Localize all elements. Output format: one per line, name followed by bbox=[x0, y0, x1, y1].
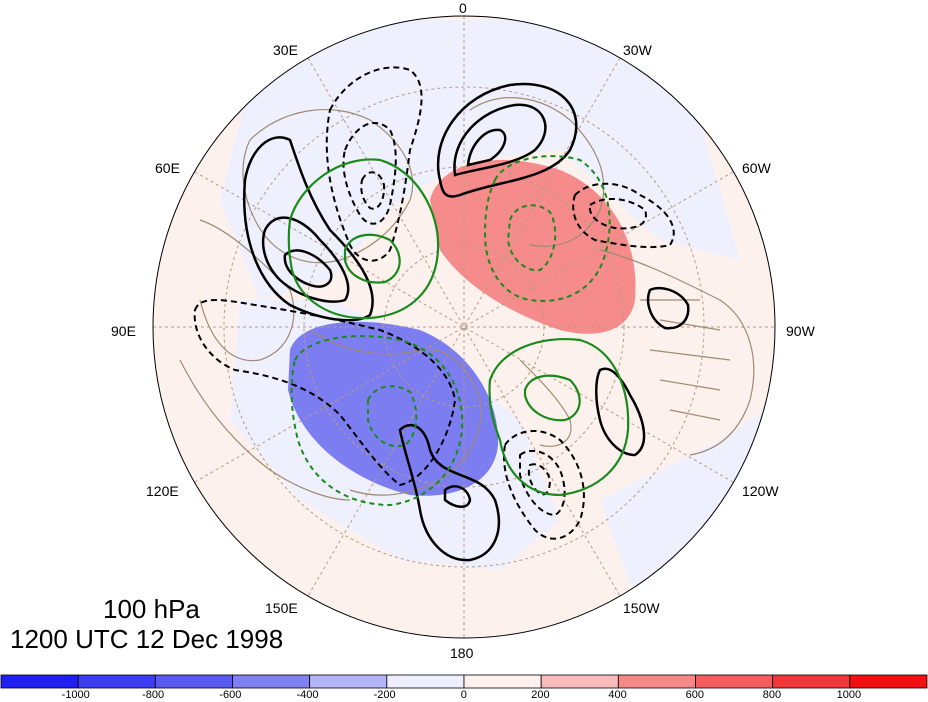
colorbar-tick-label: -1000 bbox=[61, 689, 90, 701]
pressure-level-label: 100 hPa bbox=[103, 594, 200, 624]
contours-negative-green bbox=[290, 155, 611, 507]
longitude-label-30e: 30E bbox=[273, 42, 298, 58]
longitude-label-150w: 150W bbox=[623, 600, 660, 616]
map-boundary bbox=[152, 15, 776, 639]
colorbar-segment bbox=[540, 674, 619, 689]
colorbar-tick-label: 800 bbox=[762, 689, 782, 701]
contours-negative-black bbox=[193, 66, 675, 540]
colorbar-segment bbox=[695, 674, 774, 689]
colorbar bbox=[0, 674, 928, 689]
positive-anomaly-region bbox=[430, 160, 636, 334]
contours-positive-green bbox=[287, 158, 630, 497]
colorbar-tick-label: 200 bbox=[531, 689, 550, 701]
colorbar-segment bbox=[0, 674, 79, 689]
colorbar-segment bbox=[232, 674, 311, 689]
longitude-label-0: 0 bbox=[459, 0, 467, 16]
colorbar-segment bbox=[617, 674, 696, 689]
colorbar-segment bbox=[77, 674, 156, 689]
colorbar-tick-label: 600 bbox=[685, 689, 704, 701]
longitude-label-30w: 30W bbox=[623, 42, 652, 58]
negative-anomaly-region bbox=[288, 321, 499, 496]
valid-time-label: 1200 UTC 12 Dec 1998 bbox=[10, 624, 284, 654]
longitude-label-120w: 120W bbox=[742, 483, 779, 499]
colorbar-segment bbox=[154, 674, 233, 689]
colorbar-segment bbox=[386, 674, 465, 689]
colorbar-tick-label: 1000 bbox=[836, 689, 862, 701]
colorbar-tick-label: -200 bbox=[373, 689, 396, 701]
longitude-label-180: 180 bbox=[450, 645, 474, 661]
longitude-label-150e: 150E bbox=[265, 600, 298, 616]
colorbar-tick-label: 0 bbox=[460, 689, 467, 701]
colorbar-tick-label: -800 bbox=[142, 689, 165, 701]
longitude-label-60w: 60W bbox=[742, 160, 771, 176]
light-negative-region bbox=[220, 20, 740, 300]
longitude-label-90e: 90E bbox=[111, 323, 136, 339]
contours-positive-black bbox=[243, 82, 690, 562]
longitude-label-120e: 120E bbox=[146, 483, 179, 499]
colorbar-tick-label: 400 bbox=[608, 689, 627, 701]
colorbar-segment bbox=[463, 674, 542, 689]
colorbar-segment bbox=[849, 674, 928, 689]
longitude-label-90w: 90W bbox=[786, 323, 815, 339]
colorbar-tick-label: -400 bbox=[296, 689, 319, 701]
colorbar-tick-label: -600 bbox=[219, 689, 242, 701]
longitude-label-60e: 60E bbox=[155, 160, 180, 176]
colorbar-segment bbox=[772, 674, 851, 689]
colorbar-segment bbox=[309, 674, 388, 689]
